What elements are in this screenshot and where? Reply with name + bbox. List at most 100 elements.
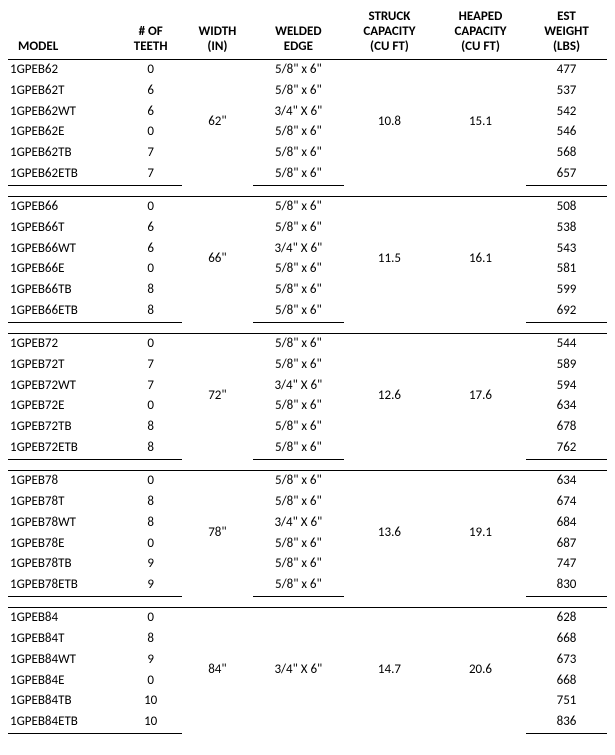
cell-model: 1GPEB62WT bbox=[8, 102, 119, 123]
cell-model: 1GPEB66WT bbox=[8, 239, 119, 260]
cell-teeth: 0 bbox=[119, 196, 182, 217]
cell-weight: 537 bbox=[526, 81, 607, 102]
cell-model: 1GPEB72WT bbox=[8, 376, 119, 397]
cell-heaped: 16.1 bbox=[435, 196, 526, 322]
cell-weight: 678 bbox=[526, 417, 607, 438]
cell-width: 84" bbox=[182, 608, 253, 734]
cell-weight: 589 bbox=[526, 355, 607, 376]
cell-edge: 3/4" X 6" bbox=[253, 608, 344, 734]
cell-weight: 581 bbox=[526, 259, 607, 280]
cell-teeth: 8 bbox=[119, 492, 182, 513]
cell-teeth: 8 bbox=[119, 438, 182, 459]
cell-model: 1GPEB84 bbox=[8, 608, 119, 629]
cell-teeth: 8 bbox=[119, 629, 182, 650]
cell-model: 1GPEB78TB bbox=[8, 554, 119, 575]
cell-edge: 5/8" x 6" bbox=[253, 554, 344, 575]
table-header: MODEL # OFTEETH WIDTH(IN) WELDEDEDGE STR… bbox=[8, 8, 607, 59]
cell-weight: 568 bbox=[526, 143, 607, 164]
cell-edge: 5/8" x 6" bbox=[253, 280, 344, 301]
cell-weight: 477 bbox=[526, 59, 607, 80]
cell-teeth: 9 bbox=[119, 650, 182, 671]
cell-edge: 5/8" x 6" bbox=[253, 59, 344, 80]
cell-model: 1GPEB84WT bbox=[8, 650, 119, 671]
cell-weight: 594 bbox=[526, 376, 607, 397]
cell-edge: 3/4" X 6" bbox=[253, 513, 344, 534]
cell-edge: 5/8" x 6" bbox=[253, 492, 344, 513]
cell-model: 1GPEB78E bbox=[8, 534, 119, 555]
cell-model: 1GPEB84TB bbox=[8, 691, 119, 712]
cell-teeth: 0 bbox=[119, 122, 182, 143]
cell-model: 1GPEB84ETB bbox=[8, 712, 119, 733]
cell-teeth: 0 bbox=[119, 671, 182, 692]
group-separator bbox=[8, 597, 607, 608]
cell-weight: 668 bbox=[526, 671, 607, 692]
cell-weight: 673 bbox=[526, 650, 607, 671]
table-body: 1GPEB62062"5/8" x 6"10.815.14771GPEB62T6… bbox=[8, 59, 607, 733]
cell-model: 1GPEB78ETB bbox=[8, 575, 119, 596]
cell-teeth: 8 bbox=[119, 417, 182, 438]
cell-heaped: 15.1 bbox=[435, 59, 526, 185]
cell-teeth: 7 bbox=[119, 376, 182, 397]
cell-edge: 5/8" x 6" bbox=[253, 164, 344, 185]
cell-model: 1GPEB66T bbox=[8, 218, 119, 239]
cell-edge: 5/8" x 6" bbox=[253, 196, 344, 217]
cell-weight: 542 bbox=[526, 102, 607, 123]
cell-teeth: 9 bbox=[119, 575, 182, 596]
cell-teeth: 0 bbox=[119, 259, 182, 280]
cell-teeth: 6 bbox=[119, 239, 182, 260]
cell-model: 1GPEB72ETB bbox=[8, 438, 119, 459]
cell-teeth: 0 bbox=[119, 608, 182, 629]
spec-table: MODEL # OFTEETH WIDTH(IN) WELDEDEDGE STR… bbox=[8, 8, 607, 734]
cell-weight: 692 bbox=[526, 301, 607, 322]
cell-teeth: 9 bbox=[119, 554, 182, 575]
cell-teeth: 6 bbox=[119, 81, 182, 102]
cell-edge: 5/8" x 6" bbox=[253, 259, 344, 280]
cell-heaped: 19.1 bbox=[435, 471, 526, 597]
cell-model: 1GPEB62 bbox=[8, 59, 119, 80]
cell-teeth: 10 bbox=[119, 712, 182, 733]
cell-teeth: 7 bbox=[119, 164, 182, 185]
cell-teeth: 8 bbox=[119, 301, 182, 322]
cell-teeth: 6 bbox=[119, 102, 182, 123]
cell-teeth: 8 bbox=[119, 513, 182, 534]
cell-model: 1GPEB62T bbox=[8, 81, 119, 102]
cell-edge: 5/8" x 6" bbox=[253, 471, 344, 492]
cell-weight: 543 bbox=[526, 239, 607, 260]
cell-model: 1GPEB72E bbox=[8, 396, 119, 417]
table-row: 1GPEB66066"5/8" x 6"11.516.1508 bbox=[8, 196, 607, 217]
cell-model: 1GPEB78T bbox=[8, 492, 119, 513]
cell-struck: 11.5 bbox=[344, 196, 435, 322]
cell-teeth: 7 bbox=[119, 143, 182, 164]
cell-width: 78" bbox=[182, 471, 253, 597]
group-separator bbox=[8, 185, 607, 196]
cell-teeth: 0 bbox=[119, 471, 182, 492]
header-struck: STRUCKCAPACITY(CU FT) bbox=[344, 8, 435, 59]
cell-teeth: 0 bbox=[119, 333, 182, 354]
cell-edge: 5/8" x 6" bbox=[253, 438, 344, 459]
cell-weight: 544 bbox=[526, 333, 607, 354]
cell-teeth: 6 bbox=[119, 218, 182, 239]
cell-model: 1GPEB72TB bbox=[8, 417, 119, 438]
cell-model: 1GPEB72T bbox=[8, 355, 119, 376]
cell-teeth: 0 bbox=[119, 534, 182, 555]
cell-teeth: 0 bbox=[119, 396, 182, 417]
cell-width: 72" bbox=[182, 333, 253, 459]
cell-edge: 5/8" x 6" bbox=[253, 417, 344, 438]
cell-weight: 508 bbox=[526, 196, 607, 217]
cell-model: 1GPEB62ETB bbox=[8, 164, 119, 185]
cell-weight: 687 bbox=[526, 534, 607, 555]
cell-model: 1GPEB78WT bbox=[8, 513, 119, 534]
cell-model: 1GPEB62TB bbox=[8, 143, 119, 164]
cell-model: 1GPEB66ETB bbox=[8, 301, 119, 322]
table-row: 1GPEB62062"5/8" x 6"10.815.1477 bbox=[8, 59, 607, 80]
header-heaped: HEAPEDCAPACITY(CU FT) bbox=[435, 8, 526, 59]
cell-weight: 674 bbox=[526, 492, 607, 513]
header-model: MODEL bbox=[8, 8, 119, 59]
cell-weight: 684 bbox=[526, 513, 607, 534]
cell-weight: 830 bbox=[526, 575, 607, 596]
cell-weight: 599 bbox=[526, 280, 607, 301]
cell-struck: 13.6 bbox=[344, 471, 435, 597]
cell-model: 1GPEB84E bbox=[8, 671, 119, 692]
cell-weight: 538 bbox=[526, 218, 607, 239]
cell-edge: 3/4" X 6" bbox=[253, 102, 344, 123]
